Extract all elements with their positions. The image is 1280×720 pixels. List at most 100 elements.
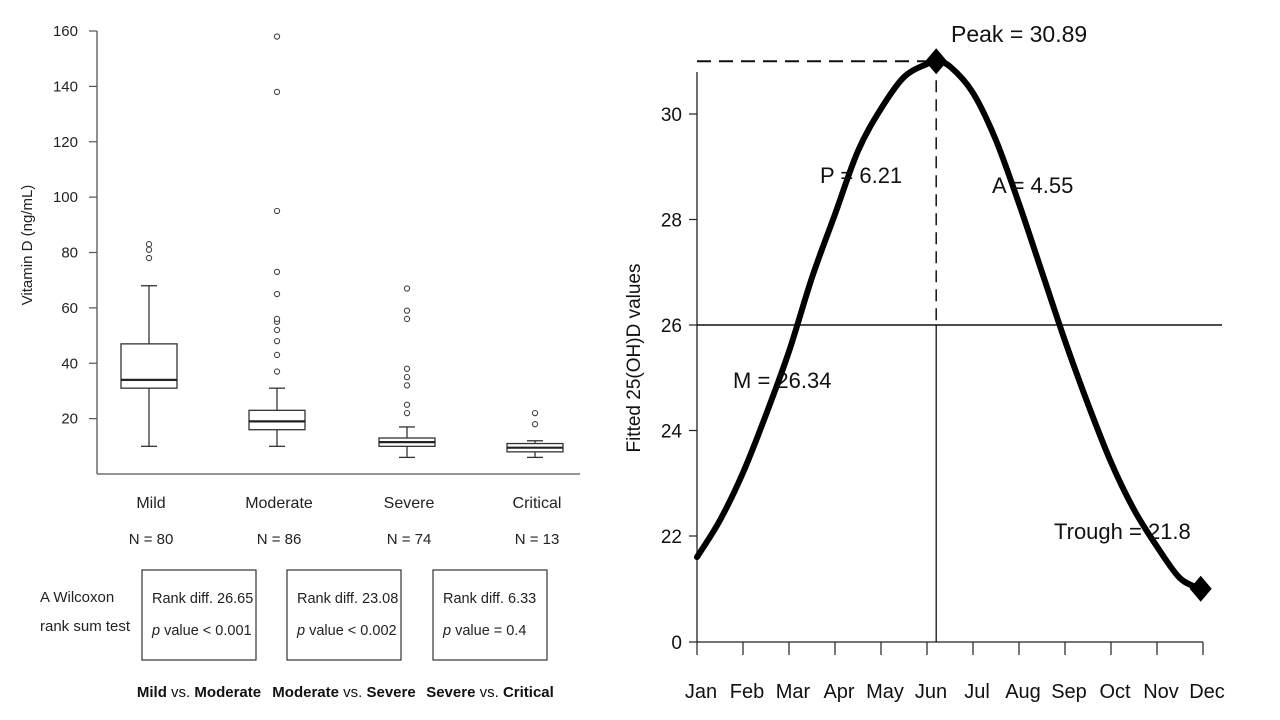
y-tick-label: 22 [661,527,682,548]
y-tick-label: 30 [661,105,682,126]
x-tick-label: Mar [776,681,811,703]
outlier-point [273,268,281,276]
outlier-point [273,368,281,375]
outlier-point [273,315,281,323]
outlier-point [403,373,411,381]
x-tick-label: Dec [1189,681,1225,703]
comparison-label: Moderate vs. Severe [272,684,415,701]
iqr-box [120,343,178,389]
outlier-point [273,88,281,96]
markers [925,48,1212,602]
y-tick-label: 120 [53,134,78,151]
outlier-point [145,241,153,248]
y-tick-label: 26 [661,316,682,337]
x-tick-label: Apr [823,681,854,703]
outlier-point [531,421,539,428]
y-tick-label: 140 [53,78,78,95]
peak-marker [925,48,948,75]
box-mild [120,241,178,447]
y-tick-label: 28 [661,211,682,232]
x-tick-label: Jul [964,681,990,703]
wilcoxon-tests: Rank diff. 26.65 p value < 0.001 Mild vs. … [137,569,554,701]
y-tick-label: 24 [661,422,683,443]
outlier-point [145,246,153,253]
test-label-line1: A Wilcoxon [40,589,114,606]
y-tick-label: 40 [61,355,78,372]
rank-diff: Rank diff. 6.33 [443,591,536,607]
outlier-point [403,382,411,389]
y-tick-label: 100 [53,189,78,206]
y-tick-label: 0 [671,633,682,654]
test-box [141,569,257,661]
test-box-3: Rank diff. 6.33 p value = 0.4 Severe vs. C… [426,569,554,701]
rank-diff: Rank diff. 26.65 [152,591,253,607]
y-axis-label: Vitamin D (ng/mL) [19,185,36,306]
phase-label: P = 6.21 [820,163,902,188]
x-tick-label: Jan [685,681,717,703]
box-moderate [248,33,306,447]
count-label: N = 74 [387,531,432,548]
peak-label: Peak = 30.89 [951,21,1087,47]
outlier-point [403,285,411,292]
trough-label: Trough = 21.8 [1054,519,1191,544]
boxes [120,33,564,459]
comparison-label: Severe vs. Critical [426,684,554,701]
p-value: p value = 0.4 [442,623,526,639]
test-box [432,569,548,661]
y-axis-label: Fitted 25(OH)D values [624,263,645,452]
outlier-point [145,254,153,262]
y-ticks: 20 40 60 80 100 120 140 160 [53,23,97,428]
trough-marker [1189,575,1212,602]
amplitude-label: A = 4.55 [992,173,1073,198]
count-label: N = 13 [515,531,560,548]
outlier-point [273,207,281,215]
outlier-point [403,315,411,323]
rank-diff: Rank diff. 23.08 [297,591,398,607]
x-tick-label: Oct [1099,681,1131,703]
category-label: Critical [513,495,562,512]
x-tick-label: May [866,681,904,703]
outlier-point [403,307,411,314]
category-labels: Mild N = 80 Moderate N = 86 Severe N = 74 Crit… [129,495,562,548]
mesor-label: M = 26.34 [733,368,831,393]
box-critical [506,409,564,459]
cosinor-panel: 0 22 24 26 28 30 Jan Feb Mar Apr May Jun Jul Aug Sep O… [624,21,1225,703]
count-label: N = 86 [257,531,302,548]
y-tick-label: 80 [61,245,78,262]
box-plot-panel: 20 40 60 80 100 120 140 160 Mild N = 80 Moderate N… [19,23,580,701]
reference-lines [697,60,1222,642]
x-tick-label: Feb [730,681,764,703]
category-label: Severe [384,495,435,512]
y-tick-label: 20 [61,411,78,428]
category-label: Moderate [245,495,313,512]
test-box-2: Rank diff. 23.08 p value < 0.002 Moderate … [272,569,416,701]
outlier-point [273,337,281,345]
outlier-point [273,290,281,298]
x-tick-label: Aug [1005,681,1041,703]
outlier-point [403,401,411,408]
x-tick-label: Nov [1143,681,1179,703]
y-tick-label: 160 [53,23,78,40]
test-label-line2: rank sum test [40,618,131,635]
p-value: p value < 0.001 [151,623,252,639]
x-ticks: Jan Feb Mar Apr May Jun Jul Aug Sep Oct Nov Dec [685,642,1225,703]
y-ticks: 0 22 24 26 28 30 [661,105,697,654]
outlier-point [531,409,539,417]
y-tick-label: 60 [61,300,78,317]
test-box [286,569,402,661]
outlier-point [273,326,281,334]
iqr-box [248,409,306,431]
outlier-point [403,365,411,372]
x-tick-label: Sep [1051,681,1087,703]
outlier-point [403,409,411,417]
test-box-1: Rank diff. 26.65 p value < 0.001 Mild vs. … [137,569,261,701]
category-label: Mild [136,495,165,512]
p-value: p value < 0.002 [296,623,397,639]
outlier-point [273,33,281,40]
x-tick-label: Jun [915,681,947,703]
outlier-point [273,351,281,359]
count-label: N = 80 [129,531,174,548]
box-severe [378,285,436,459]
comparison-label: Mild vs. Moderate [137,684,261,701]
